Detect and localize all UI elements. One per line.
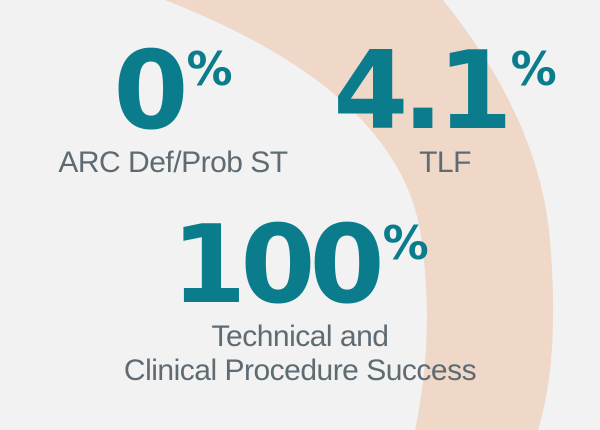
stat-label: ARC Def/Prob ST	[58, 146, 288, 179]
arc-band	[165, 0, 554, 430]
percent-sign: %	[510, 42, 557, 96]
percent-sign: %	[186, 42, 233, 96]
stat-value: 4.1%	[333, 29, 557, 154]
stat-value: 100%	[171, 203, 429, 328]
stat-value: 0%	[113, 29, 233, 154]
stat-label: Technical and Clinical Procedure Success	[123, 320, 477, 387]
stat-procedure-success: 100% Technical and Clinical Procedure Su…	[90, 212, 510, 388]
stat-tlf: 4.1% TLF	[330, 38, 560, 180]
stat-label: TLF	[419, 146, 471, 179]
percent-sign: %	[382, 216, 429, 270]
stat-arc-def-prob-st: 0% ARC Def/Prob ST	[58, 38, 288, 180]
